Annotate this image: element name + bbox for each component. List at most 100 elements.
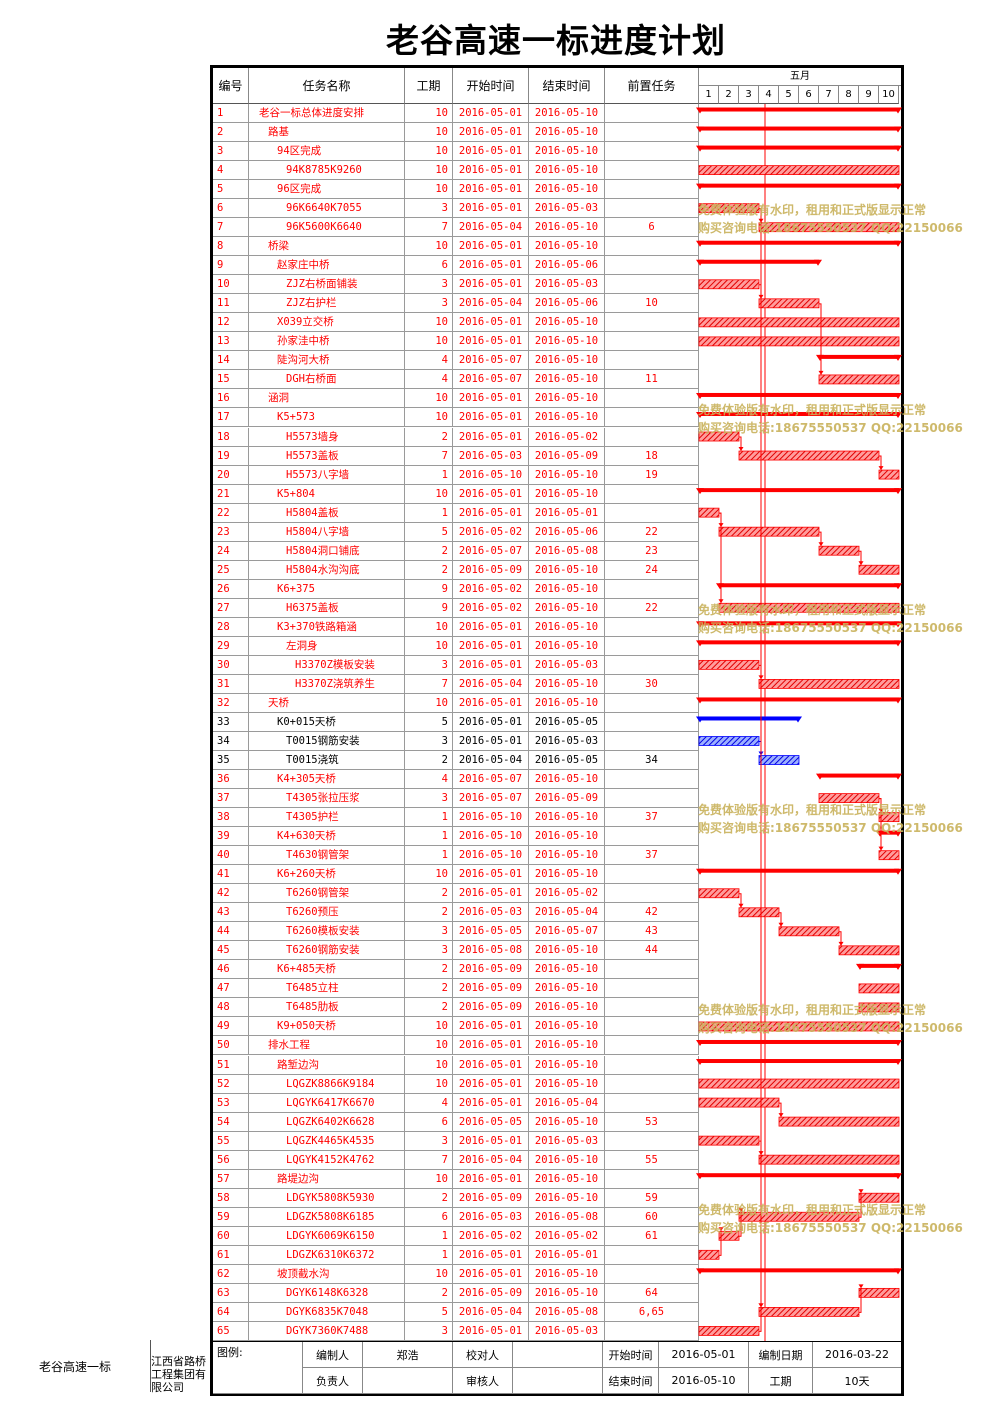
dependency-line [719, 512, 722, 604]
task-start: 2016-05-09 [453, 979, 529, 998]
dependency-line [719, 1231, 722, 1256]
task-name: 96区完成 [249, 180, 405, 199]
task-start: 2016-05-07 [453, 789, 529, 808]
task-id: 35 [213, 751, 249, 770]
summary-start-marker [696, 1268, 704, 1275]
task-id: 6 [213, 199, 249, 218]
task-end: 2016-05-10 [529, 123, 605, 142]
task-duration: 2 [405, 560, 453, 579]
table-row: 31 H3370Z浇筑养生 7 2016-05-04 2016-05-10 30 [213, 674, 699, 694]
task-duration: 10 [405, 332, 453, 351]
summary-end-marker [894, 488, 902, 495]
summary-bar [819, 773, 899, 778]
task-id: 5 [213, 180, 249, 199]
dependency-arrow [718, 599, 724, 604]
task-start: 2016-05-01 [453, 237, 529, 256]
summary-end-marker [894, 963, 902, 970]
dependency-arrow [738, 1208, 744, 1213]
task-id: 45 [213, 941, 249, 960]
task-id: 18 [213, 427, 249, 446]
task-bar [878, 469, 900, 480]
task-predecessors: 59 [605, 1188, 699, 1207]
task-start: 2016-05-01 [453, 1074, 529, 1093]
task-name: K6+375 [249, 579, 405, 598]
header-day: 9 [859, 86, 879, 104]
summary-start-marker [696, 411, 704, 418]
task-start: 2016-05-10 [453, 846, 529, 865]
summary-start-marker [696, 259, 704, 266]
task-bar [718, 526, 820, 537]
date-value: 2016-03-22 [813, 1342, 901, 1368]
summary-end-marker [894, 1059, 902, 1066]
header-day: 10 [879, 86, 899, 104]
task-id: 59 [213, 1207, 249, 1226]
task-id: 63 [213, 1283, 249, 1302]
task-predecessors: 42 [605, 903, 699, 922]
summary-start-marker [696, 640, 704, 647]
table-row: 23 H5804八字墙 5 2016-05-02 2016-05-06 22 [213, 522, 699, 542]
task-duration: 10 [405, 617, 453, 636]
task-end: 2016-05-04 [529, 903, 605, 922]
task-id: 22 [213, 503, 249, 522]
task-start: 2016-05-04 [453, 1150, 529, 1169]
task-bar [818, 545, 860, 556]
task-duration: 10 [405, 180, 453, 199]
dependency-line [859, 550, 862, 566]
task-id: 52 [213, 1074, 249, 1093]
task-name: H5804洞口铺底 [249, 541, 405, 560]
task-id: 54 [213, 1112, 249, 1131]
task-end: 2016-05-10 [529, 408, 605, 427]
task-id: 17 [213, 408, 249, 427]
task-start: 2016-05-01 [453, 865, 529, 884]
task-duration: 6 [405, 1112, 453, 1131]
task-name: K5+573 [249, 408, 405, 427]
header-day: 5 [779, 86, 799, 104]
header-name: 任务名称 [249, 68, 405, 104]
table-row: 39 K4+630天桥 1 2016-05-10 2016-05-10 [213, 827, 699, 847]
task-end: 2016-05-10 [529, 218, 605, 237]
task-duration: 7 [405, 446, 453, 465]
task-start: 2016-05-01 [453, 484, 529, 503]
task-name: H5804盖板 [249, 503, 405, 522]
task-name: 94K8785K9260 [249, 161, 405, 180]
summary-bar [699, 126, 899, 131]
task-name: 路堤边沟 [249, 1169, 405, 1188]
task-name: T6260钢管架 [249, 884, 405, 903]
table-row: 34 T0015钢筋安装 3 2016-05-01 2016-05-03 [213, 731, 699, 751]
task-duration: 10 [405, 1017, 453, 1036]
table-row: 22 H5804盖板 1 2016-05-01 2016-05-01 [213, 503, 699, 523]
task-id: 10 [213, 275, 249, 294]
header-end: 结束时间 [529, 68, 605, 104]
task-name: K3+370铁路箱涵 [249, 617, 405, 636]
table-row: 47 T6485立柱 2 2016-05-09 2016-05-10 [213, 979, 699, 999]
task-predecessors [605, 1131, 699, 1150]
task-predecessors [605, 998, 699, 1017]
task-start: 2016-05-01 [453, 503, 529, 522]
task-id: 12 [213, 313, 249, 332]
task-predecessors: 64 [605, 1283, 699, 1302]
task-name: K5+804 [249, 484, 405, 503]
task-duration: 2 [405, 998, 453, 1017]
task-name: H3370Z浇筑养生 [249, 674, 405, 693]
task-predecessors [605, 770, 699, 789]
summary-start-marker [696, 107, 704, 114]
table-row: 46 K6+485天桥 2 2016-05-09 2016-05-10 [213, 960, 699, 980]
task-predecessors [605, 1169, 699, 1188]
task-predecessors [605, 1036, 699, 1055]
task-end: 2016-05-10 [529, 1169, 605, 1188]
task-id: 33 [213, 712, 249, 731]
task-predecessors [605, 427, 699, 446]
summary-bar [719, 583, 899, 588]
task-end: 2016-05-02 [529, 427, 605, 446]
table-row: 43 T6260预压 2 2016-05-03 2016-05-04 42 [213, 903, 699, 923]
task-start: 2016-05-04 [453, 674, 529, 693]
task-id: 51 [213, 1055, 249, 1074]
task-name: 路基 [249, 123, 405, 142]
task-end: 2016-05-02 [529, 884, 605, 903]
task-end: 2016-05-10 [529, 104, 605, 122]
summary-end-marker [894, 240, 902, 247]
header-day: 7 [819, 86, 839, 104]
task-bar [738, 450, 880, 461]
task-bar [818, 374, 900, 385]
task-name: K4+305天桥 [249, 770, 405, 789]
